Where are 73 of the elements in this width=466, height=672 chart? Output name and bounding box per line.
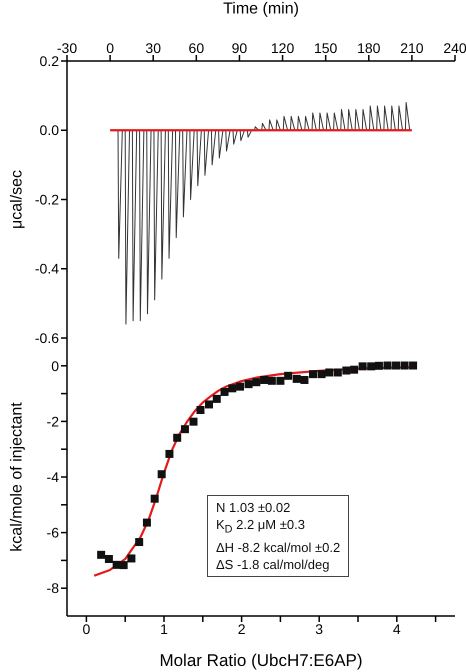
point bbox=[104, 555, 113, 564]
x-tick-label: 90 bbox=[232, 40, 248, 56]
point bbox=[367, 362, 376, 370]
y-tick-label: -4 bbox=[46, 468, 60, 485]
point bbox=[220, 388, 229, 396]
point bbox=[212, 394, 221, 403]
y-tick-label: -0.6 bbox=[34, 330, 60, 346]
point bbox=[127, 554, 136, 562]
x-tick-label: 0 bbox=[82, 620, 90, 637]
point bbox=[400, 362, 409, 370]
x-tick-label: 180 bbox=[357, 40, 381, 56]
point bbox=[244, 380, 253, 388]
point bbox=[350, 366, 358, 374]
x-tick-label: 240 bbox=[443, 40, 466, 56]
point bbox=[260, 376, 268, 384]
y-tick-label: -0.4 bbox=[34, 260, 60, 277]
x-axis-title: Molar Ratio (UbcH7:E6AP) bbox=[159, 651, 363, 670]
point bbox=[292, 374, 301, 383]
y-tick-label: 0.0 bbox=[40, 122, 60, 138]
point bbox=[374, 362, 383, 370]
x-tick-label: 3 bbox=[315, 620, 324, 637]
point bbox=[284, 372, 292, 380]
point bbox=[409, 362, 418, 370]
x-tick-label: 0 bbox=[106, 40, 114, 56]
x-tick-label: 150 bbox=[314, 40, 338, 56]
point bbox=[142, 518, 151, 527]
y-tick-label: -0.2 bbox=[34, 191, 60, 208]
annotation: ΔH -8.2 kcal/mol ±0.2 bbox=[216, 538, 340, 556]
x-tick-label: 2 bbox=[238, 620, 246, 637]
point bbox=[252, 378, 260, 386]
annotation: ΔS -1.8 cal/mol/deg bbox=[216, 556, 330, 573]
x-tick-label: 1 bbox=[160, 620, 168, 637]
point bbox=[392, 362, 400, 370]
x-tick-label: 120 bbox=[270, 40, 294, 56]
point bbox=[236, 382, 244, 391]
point bbox=[135, 538, 144, 546]
point bbox=[276, 376, 284, 385]
point bbox=[180, 425, 189, 434]
point bbox=[358, 362, 367, 370]
point bbox=[228, 384, 236, 392]
x-tick-label: 210 bbox=[400, 40, 424, 56]
x-axis-title: Time (min) bbox=[223, 0, 299, 18]
y-tick-label: 0.2 bbox=[40, 52, 60, 69]
x-tick-label: 30 bbox=[145, 40, 162, 56]
point bbox=[120, 561, 128, 570]
point bbox=[196, 406, 204, 414]
point bbox=[158, 470, 166, 478]
point bbox=[325, 368, 334, 376]
point bbox=[383, 362, 392, 370]
y-axis-title: kcal/mole of injectant bbox=[8, 402, 26, 552]
y-axis-title: μcal/sec bbox=[8, 170, 26, 230]
point bbox=[189, 418, 198, 426]
y-tick-label: -6 bbox=[46, 524, 60, 541]
y-tick-label: 0 bbox=[51, 358, 60, 374]
x-tick-label: -30 bbox=[56, 40, 78, 56]
point bbox=[173, 434, 182, 442]
point bbox=[268, 376, 276, 385]
y-tick-label: -2 bbox=[46, 413, 60, 430]
point bbox=[150, 494, 159, 503]
point bbox=[342, 366, 350, 375]
point bbox=[165, 450, 174, 458]
line-series bbox=[118, 102, 410, 325]
annotation: K$_{D}$ 2.2 μM ±0.3 bbox=[216, 516, 306, 538]
point bbox=[205, 400, 214, 408]
annotation: N 1.03 ±0.02 bbox=[216, 499, 292, 516]
point bbox=[300, 376, 308, 384]
point bbox=[334, 368, 342, 376]
x-tick-label: 4 bbox=[392, 620, 401, 637]
y-tick-label: -8 bbox=[46, 580, 60, 596]
point bbox=[318, 370, 326, 378]
point bbox=[308, 370, 317, 378]
x-tick-label: 60 bbox=[188, 40, 204, 56]
point bbox=[97, 550, 106, 559]
